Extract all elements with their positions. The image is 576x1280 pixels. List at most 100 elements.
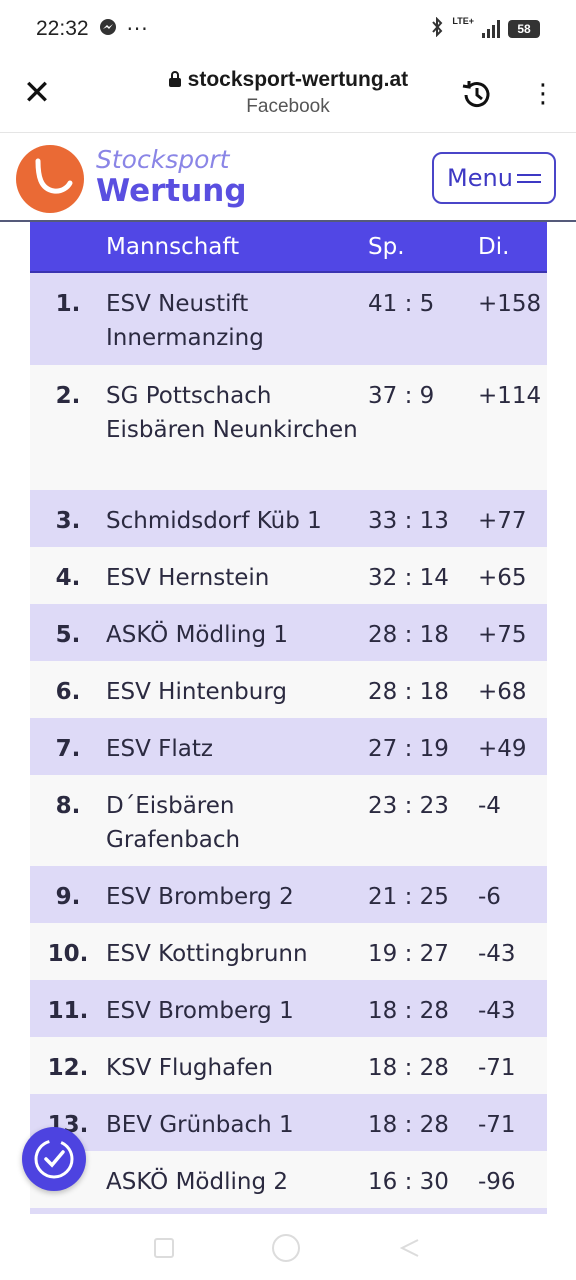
home-icon[interactable] [272, 1234, 300, 1262]
row-team: ESV Hernstein [106, 565, 270, 591]
accessibility-button[interactable] [22, 1127, 86, 1191]
row-rank: 12. [47, 1055, 89, 1081]
row-diff: +49 [478, 736, 527, 762]
url-domain: stocksport-wertung.at [187, 68, 409, 91]
row-rank: 11. [47, 998, 89, 1024]
row-team: D´Eisbären Grafenbach [106, 793, 241, 853]
row-rank: 5. [55, 622, 81, 648]
network-type: LTE+ [452, 16, 474, 26]
row-games: 18 : 28 [368, 998, 449, 1024]
row-diff: -43 [478, 998, 516, 1024]
row-diff: +65 [478, 565, 527, 591]
row-rank: 10. [47, 941, 89, 967]
close-icon[interactable]: ✕ [22, 73, 52, 113]
status-time: 22:32 [36, 17, 89, 40]
signal-icon [482, 20, 500, 38]
row-team: ASKÖ Mödling 1 [106, 622, 288, 648]
row-games: 16 : 30 [368, 1169, 449, 1195]
bluetooth-icon [430, 16, 444, 42]
table-row: 8. D´Eisbären Grafenbach 23 : 23 -4 [30, 775, 547, 866]
table-row: 13. BEV Grünbach 1 18 : 28 -71 [30, 1094, 547, 1151]
brand-line-1: Stocksport [96, 145, 230, 174]
row-team: SG Pottschach Eisbären Neunkirchen [106, 383, 358, 443]
row-diff: -43 [478, 941, 516, 967]
next-row-edge [30, 1208, 547, 1214]
header-team: Mannschaft [106, 233, 240, 260]
row-games: 28 : 18 [368, 679, 449, 705]
battery-icon: 58 [508, 20, 540, 38]
row-games: 37 : 9 [368, 383, 435, 409]
table-row: 6. ESV Hintenburg 28 : 18 +68 [30, 661, 547, 718]
row-games: 18 : 28 [368, 1112, 449, 1138]
brand-logo[interactable]: Stocksport Wertung [96, 145, 247, 207]
site-header: Stocksport Wertung Menu [0, 132, 576, 222]
row-rank: 7. [55, 736, 81, 762]
table-row: 11. ESV Bromberg 1 18 : 28 -43 [30, 980, 547, 1037]
recent-apps-icon[interactable] [154, 1238, 174, 1258]
more-notifications-icon: ··· [126, 17, 149, 41]
table-header: Mannschaft Sp. Di. [30, 222, 547, 273]
row-games: 33 : 13 [368, 508, 449, 534]
brand-line-2: Wertung [96, 173, 247, 209]
row-team: BEV Grünbach 1 [106, 1112, 294, 1138]
row-games: 23 : 23 [368, 793, 449, 819]
table-row: 7. ESV Flatz 27 : 19 +49 [30, 718, 547, 775]
row-rank: 2. [55, 383, 81, 409]
row-team: ASKÖ Mödling 2 [106, 1169, 288, 1195]
history-icon[interactable] [460, 78, 494, 112]
row-team: ESV Neustift Innermanzing [106, 291, 264, 351]
row-diff: +68 [478, 679, 527, 705]
row-team: ESV Flatz [106, 736, 213, 762]
row-rank: 9. [55, 884, 81, 910]
row-games: 18 : 28 [368, 1055, 449, 1081]
messenger-icon [99, 17, 117, 41]
row-team: ESV Bromberg 1 [106, 998, 294, 1024]
row-diff: +158 [478, 291, 542, 317]
menu-button[interactable]: Menu [432, 152, 556, 204]
row-team: Schmidsdorf Küb 1 [106, 508, 322, 534]
row-games: 19 : 27 [368, 941, 449, 967]
row-diff: +114 [478, 383, 542, 409]
back-icon[interactable] [398, 1236, 422, 1260]
lock-icon [168, 68, 188, 91]
row-team: KSV Flughafen [106, 1055, 274, 1081]
row-diff: -6 [478, 884, 501, 910]
row-diff: -71 [478, 1055, 516, 1081]
table-row: 10. ESV Kottingbrunn 19 : 27 -43 [30, 923, 547, 980]
row-diff: -4 [478, 793, 501, 819]
row-diff: +77 [478, 508, 527, 534]
hamburger-icon [516, 173, 541, 183]
row-rank: 8. [55, 793, 81, 819]
more-options-icon[interactable]: ⋮ [530, 79, 556, 109]
url-block[interactable]: stocksport-wertung.at Facebook [0, 68, 576, 118]
row-rank: 4. [55, 565, 81, 591]
url-text: stocksport-wertung.at [0, 68, 576, 92]
table-row: 1. ESV Neustift Innermanzing 41 : 5 +158 [30, 273, 547, 365]
row-diff: -96 [478, 1169, 516, 1195]
row-rank: 1. [55, 291, 81, 317]
row-rank: 6. [55, 679, 81, 705]
row-games: 32 : 14 [368, 565, 449, 591]
header-diff: Di. [478, 233, 510, 260]
row-diff: -71 [478, 1112, 516, 1138]
row-games: 21 : 25 [368, 884, 449, 910]
table-row: ASKÖ Mödling 2 16 : 30 -96 [30, 1151, 547, 1208]
standings-table: Mannschaft Sp. Di. 1. ESV Neustift Inner… [30, 222, 547, 1212]
table-row: 3. Schmidsdorf Küb 1 33 : 13 +77 [30, 490, 547, 547]
logo-icon[interactable] [16, 145, 84, 213]
browser-toolbar: ✕ stocksport-wertung.at Facebook ⋮ [0, 58, 576, 132]
row-games: 41 : 5 [368, 291, 435, 317]
table-row: 2. SG Pottschach Eisbären Neunkirchen 37… [30, 365, 547, 490]
row-rank: 3. [55, 508, 81, 534]
row-games: 28 : 18 [368, 622, 449, 648]
table-row: 9. ESV Bromberg 2 21 : 25 -6 [30, 866, 547, 923]
url-source: Facebook [246, 96, 330, 117]
system-nav-bar [0, 1218, 576, 1280]
header-games: Sp. [368, 233, 405, 260]
accessibility-check-icon [34, 1139, 74, 1179]
table-row: 4. ESV Hernstein 32 : 14 +65 [30, 547, 547, 604]
menu-label: Menu [447, 164, 513, 192]
row-team: ESV Hintenburg [106, 679, 288, 705]
row-games: 27 : 19 [368, 736, 449, 762]
table-row: 5. ASKÖ Mödling 1 28 : 18 +75 [30, 604, 547, 661]
